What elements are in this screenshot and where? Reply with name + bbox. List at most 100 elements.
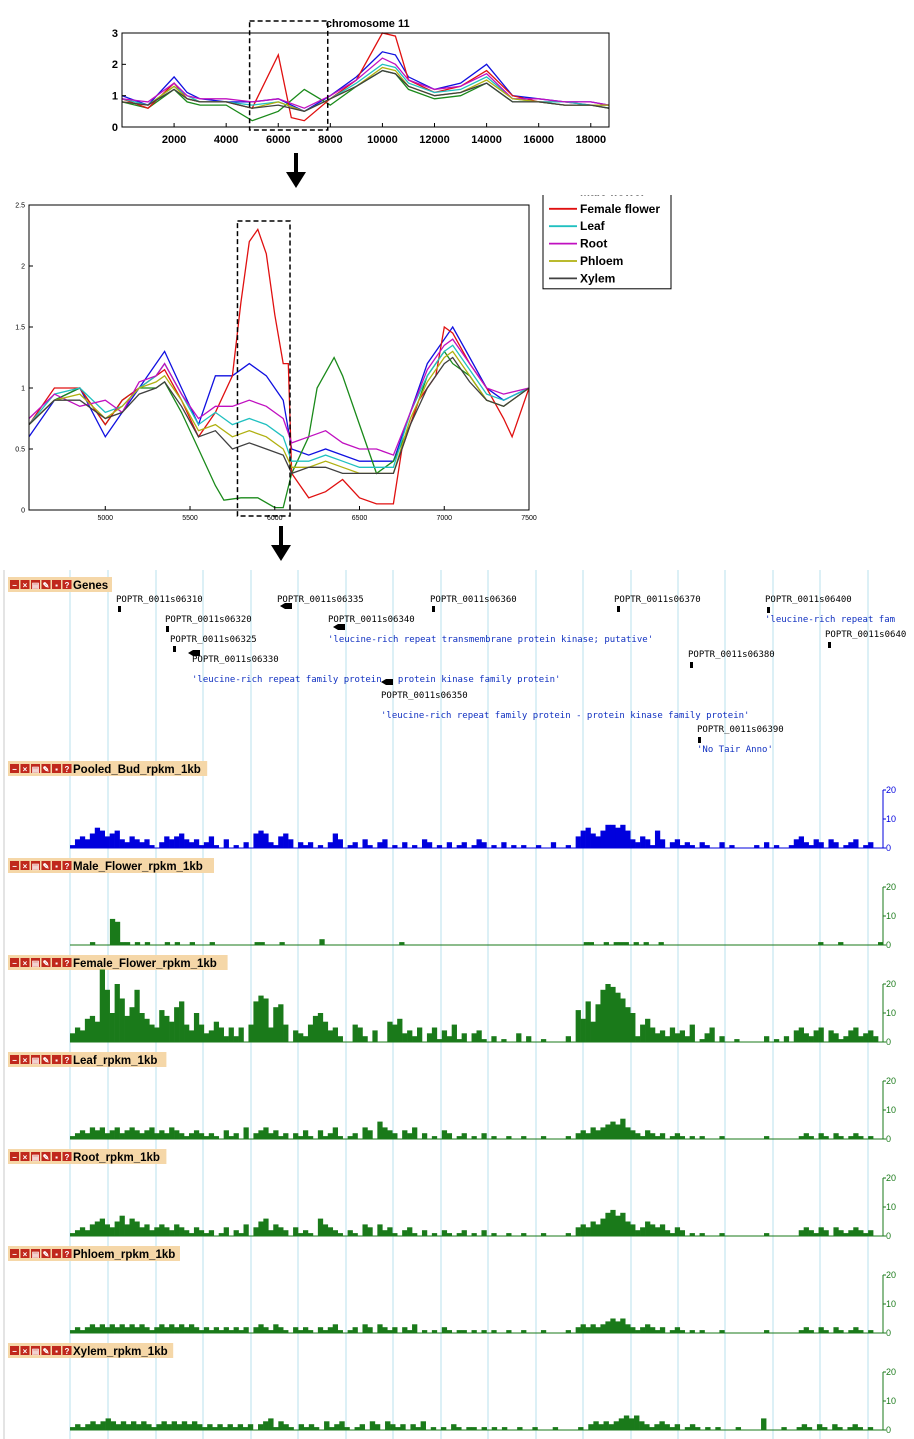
gene-feature[interactable]: POPTR_0011s06310	[116, 595, 203, 612]
close-icon[interactable]: ×	[20, 1055, 30, 1065]
coverage-bar	[838, 1230, 844, 1236]
series-line-1	[28, 350, 530, 509]
minus-icon[interactable]: −	[10, 1346, 19, 1356]
coverage-bar	[94, 1021, 101, 1042]
gene-feature[interactable]: POPTR_0011s06390 'No Tair Anno'	[697, 725, 784, 755]
close-icon[interactable]: ×	[20, 580, 30, 590]
help-icon[interactable]: ?	[62, 1346, 72, 1356]
gene-feature[interactable]: POPTR_0011s0640	[825, 630, 906, 648]
close-icon[interactable]: ×	[20, 1346, 30, 1356]
edit-icon[interactable]: ✎	[41, 861, 51, 871]
coverage-bar	[798, 836, 804, 848]
gene-feature[interactable]: POPTR_0011s06370	[614, 595, 701, 612]
help-icon[interactable]: ?	[62, 764, 72, 774]
coverage-bar	[873, 1036, 879, 1042]
coverage-bar	[74, 1327, 81, 1333]
gene-feature[interactable]: POPTR_0011s06360	[430, 595, 517, 612]
coverage-bar	[181, 1421, 188, 1430]
edit-icon[interactable]: ✎	[41, 958, 51, 968]
save-icon[interactable]: ▪	[52, 580, 61, 590]
gene-feature[interactable]: POPTR_0011s06380	[688, 650, 775, 668]
minus-icon[interactable]: −	[10, 958, 19, 968]
minus-icon[interactable]: −	[10, 1055, 19, 1065]
edit-icon[interactable]: ✎	[41, 580, 51, 590]
coverage-bar	[481, 1133, 487, 1139]
legend-entry: Xylem	[580, 271, 615, 285]
save-icon[interactable]: ▪	[52, 958, 61, 968]
coverage-bars	[70, 824, 874, 848]
gene-feature[interactable]: POPTR_0011s06330 'leucine-rich repeat fam…	[188, 650, 560, 685]
config-icon[interactable]: ▤	[31, 958, 40, 968]
minus-icon[interactable]: −	[10, 764, 19, 774]
coverage-bar	[238, 1330, 244, 1333]
coverage-bar	[456, 1136, 462, 1139]
close-icon[interactable]: ×	[20, 764, 30, 774]
coverage-bar	[243, 1127, 249, 1139]
help-icon[interactable]: ?	[62, 861, 72, 871]
minus-icon[interactable]: −	[10, 580, 19, 590]
gene-feature[interactable]: POPTR_0011s06320	[165, 615, 252, 632]
save-icon[interactable]: ▪	[52, 1152, 61, 1162]
config-icon[interactable]: ▤	[31, 764, 40, 774]
gene-feature[interactable]: POPTR_0011s06340 'leucine-rich repeat tra…	[328, 615, 653, 645]
gene-feature[interactable]: POPTR_0011s06335	[277, 595, 364, 609]
save-icon[interactable]: ▪	[52, 764, 61, 774]
coverage-bar	[84, 1327, 91, 1333]
help-icon[interactable]: ?	[62, 1152, 72, 1162]
minus-icon[interactable]: −	[10, 1152, 19, 1162]
coverage-bars	[89, 918, 884, 945]
x-tick-label: 10000	[367, 134, 398, 146]
coverage-bar	[105, 1418, 111, 1430]
edit-icon[interactable]: ✎	[41, 1152, 51, 1162]
minus-icon[interactable]: −	[10, 861, 19, 871]
gene-feature[interactable]: POPTR_0011s06350 'leucine-rich repeat fam…	[381, 679, 749, 721]
help-icon[interactable]: ?	[62, 1055, 72, 1065]
coverage-bar	[283, 833, 289, 848]
gene-feature[interactable]: POPTR_0011s06325	[170, 635, 257, 652]
close-icon[interactable]: ×	[20, 958, 30, 968]
edit-icon[interactable]: ✎	[41, 1055, 51, 1065]
edit-icon[interactable]: ✎	[41, 1249, 51, 1259]
help-icon[interactable]: ?	[62, 580, 72, 590]
save-icon[interactable]: ▪	[52, 1249, 61, 1259]
coverage-bar	[357, 1027, 363, 1042]
svg-text:?: ?	[65, 765, 70, 774]
close-icon[interactable]: ×	[20, 1249, 30, 1259]
coverage-bar	[833, 1327, 839, 1333]
edit-icon[interactable]: ✎	[41, 1346, 51, 1356]
coverage-bar	[456, 1427, 462, 1430]
save-icon[interactable]: ▪	[52, 1055, 61, 1065]
config-icon[interactable]: ▤	[31, 1249, 40, 1259]
help-icon[interactable]: ?	[62, 958, 72, 968]
edit-icon[interactable]: ✎	[41, 764, 51, 774]
config-icon[interactable]: ▤	[31, 580, 40, 590]
series-line-6	[121, 69, 610, 112]
coverage-bar	[689, 1233, 695, 1236]
coverage-bar	[184, 1327, 190, 1333]
gene-feature[interactable]: POPTR_0011s06400 'leucine-rich repeat fam	[765, 595, 895, 625]
coverage-bar	[263, 1421, 269, 1430]
save-icon[interactable]: ▪	[52, 861, 61, 871]
config-icon[interactable]: ▤	[31, 1346, 40, 1356]
coverage-bar	[608, 1424, 614, 1430]
minus-icon[interactable]: −	[10, 1249, 19, 1259]
coverage-bar	[684, 842, 690, 848]
config-icon[interactable]: ▤	[31, 1152, 40, 1162]
coverage-bar	[79, 1330, 86, 1333]
coverage-bar	[575, 1010, 581, 1042]
coverage-bar	[208, 1330, 215, 1333]
close-icon[interactable]: ×	[20, 861, 30, 871]
config-icon[interactable]: ▤	[31, 861, 40, 871]
config-icon[interactable]: ▤	[31, 1055, 40, 1065]
y-tick-label: 20	[886, 1367, 896, 1377]
close-icon[interactable]: ×	[20, 1152, 30, 1162]
coverage-bar	[400, 1424, 406, 1430]
coverage-bar	[540, 1233, 547, 1236]
coverage-bar	[186, 1424, 193, 1430]
coverage-bar	[344, 1427, 350, 1430]
coverage-bar	[669, 1027, 676, 1042]
help-icon[interactable]: ?	[62, 1249, 72, 1259]
series-line-5	[28, 350, 530, 475]
coverage-bar	[625, 1324, 631, 1333]
save-icon[interactable]: ▪	[52, 1346, 61, 1356]
